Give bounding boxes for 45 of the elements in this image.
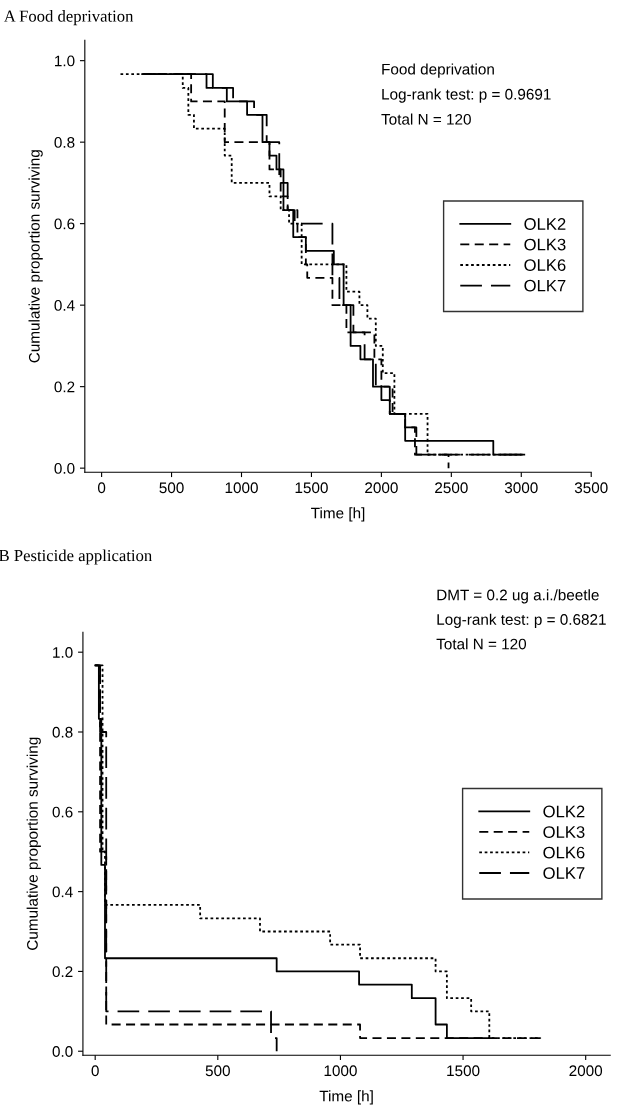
x-tick-label: 500 [159,482,184,494]
y-axis-title: Cumulative proportion surviving [28,150,43,363]
annotation: Total N = 120 [436,638,527,650]
y-tick-label: 0.2 [52,966,73,978]
x-tick-label: 2000 [569,1065,603,1077]
y-tick-label: 0.2 [54,381,75,393]
x-tick-label: 500 [205,1065,230,1077]
y-tick-label: 0.4 [54,300,75,311]
legend-label: OLK2 [524,218,566,230]
y-tick-label: 1.0 [53,647,73,658]
legend-label: OLK7 [543,867,585,879]
x-tick-label: 1000 [225,482,258,494]
annotation: Food deprivation [382,63,494,78]
x-axis-title: Time [h] [319,1090,373,1105]
x-tick-label: 2500 [435,482,468,494]
y-tick-label: 0.6 [52,806,73,818]
y-tick-label: 0.0 [54,463,75,474]
x-tick-label: 1500 [295,482,328,494]
y-tick-label: 0.4 [52,886,73,898]
legend-label: OLK6 [524,259,566,271]
x-tick-label: 3000 [504,482,538,494]
legend-label: OLK3 [543,826,585,838]
x-tick-label: 2000 [365,482,398,494]
x-tick-label: 0 [97,482,106,494]
chart-title: B Pesticide application [0,549,152,565]
chart-title: A Food deprivation [3,10,134,26]
x-tick-label: 1500 [447,1065,480,1077]
x-axis-title: Time [h] [311,507,365,522]
legend-label: OLK7 [524,279,566,292]
legend-label: OLK3 [524,238,566,251]
text: Log-rank test: p = 0.6821 [437,613,606,628]
y-tick-label: 0.8 [54,137,75,148]
y-tick-label: 0.0 [52,1046,73,1057]
x-tick-label: 0 [91,1065,99,1077]
x-tick-label: 3500 [574,482,608,494]
annotation: Total N = 120 [381,113,471,125]
legend-label: OLK2 [543,805,585,818]
annotation: Log-rank test: p = 0.9691 [382,88,551,103]
y-tick-label: 0.6 [54,218,75,230]
y-tick-label: 1.0 [55,55,75,67]
x-tick-label: 1000 [324,1065,357,1077]
y-axis-title: Cumulative proportion surviving [26,737,41,950]
legend-label: OLK6 [543,846,585,859]
y-tick-label: 0.8 [52,726,73,738]
text: DMT = 0.2 ug a.i./beetle [437,589,599,604]
